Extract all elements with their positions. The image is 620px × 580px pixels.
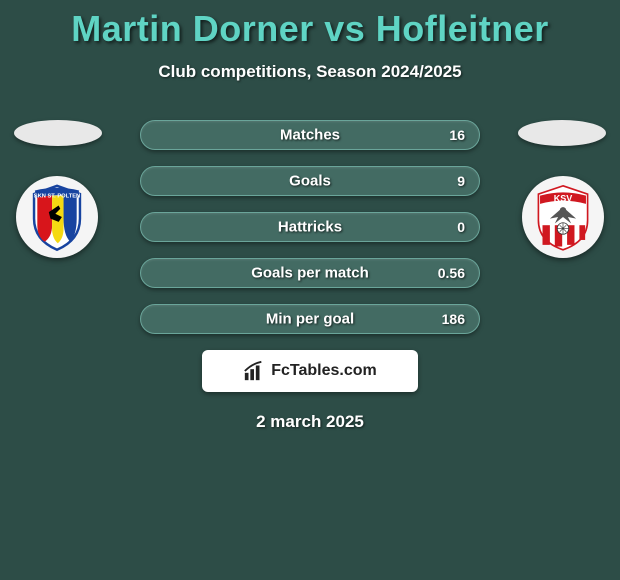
- stat-right-value: 9: [457, 173, 465, 189]
- stat-row: Hattricks 0: [140, 212, 480, 242]
- bar-chart-icon: [243, 360, 265, 382]
- svg-text:KSV: KSV: [554, 193, 573, 203]
- right-player-ellipse: [518, 120, 606, 146]
- stat-right-value: 186: [442, 311, 465, 327]
- stat-label: Hattricks: [141, 219, 479, 236]
- ksv-badge-icon: KSV: [522, 176, 604, 258]
- stat-right-value: 16: [449, 127, 465, 143]
- stat-label: Matches: [141, 127, 479, 144]
- comparison-title: Martin Dorner vs Hofleitner: [0, 0, 620, 50]
- left-team-badge: SKN ST. POLTEN: [16, 176, 98, 258]
- stats-list: Matches 16 Goals 9 Hattricks 0 Goals per…: [140, 120, 480, 334]
- stat-right-value: 0: [457, 219, 465, 235]
- stat-label: Goals per match: [141, 265, 479, 282]
- fctables-logo-text: FcTables.com: [271, 362, 377, 380]
- left-player-ellipse: [14, 120, 102, 146]
- stat-label: Min per goal: [141, 311, 479, 328]
- stat-row: Min per goal 186: [140, 304, 480, 334]
- stat-right-value: 0.56: [438, 265, 465, 281]
- fctables-logo-box: FcTables.com: [202, 350, 418, 392]
- season-subtitle: Club competitions, Season 2024/2025: [0, 62, 620, 82]
- stat-row: Goals 9: [140, 166, 480, 196]
- stat-label: Goals: [141, 173, 479, 190]
- skn-st-polten-badge-icon: SKN ST. POLTEN: [16, 176, 98, 258]
- right-team-badge: KSV: [522, 176, 604, 258]
- stat-row: Matches 16: [140, 120, 480, 150]
- comparison-date: 2 march 2025: [0, 412, 620, 432]
- stat-row: Goals per match 0.56: [140, 258, 480, 288]
- comparison-content: SKN ST. POLTEN KSV Matches 16 Goals: [0, 120, 620, 432]
- svg-text:SKN ST. POLTEN: SKN ST. POLTEN: [34, 193, 80, 199]
